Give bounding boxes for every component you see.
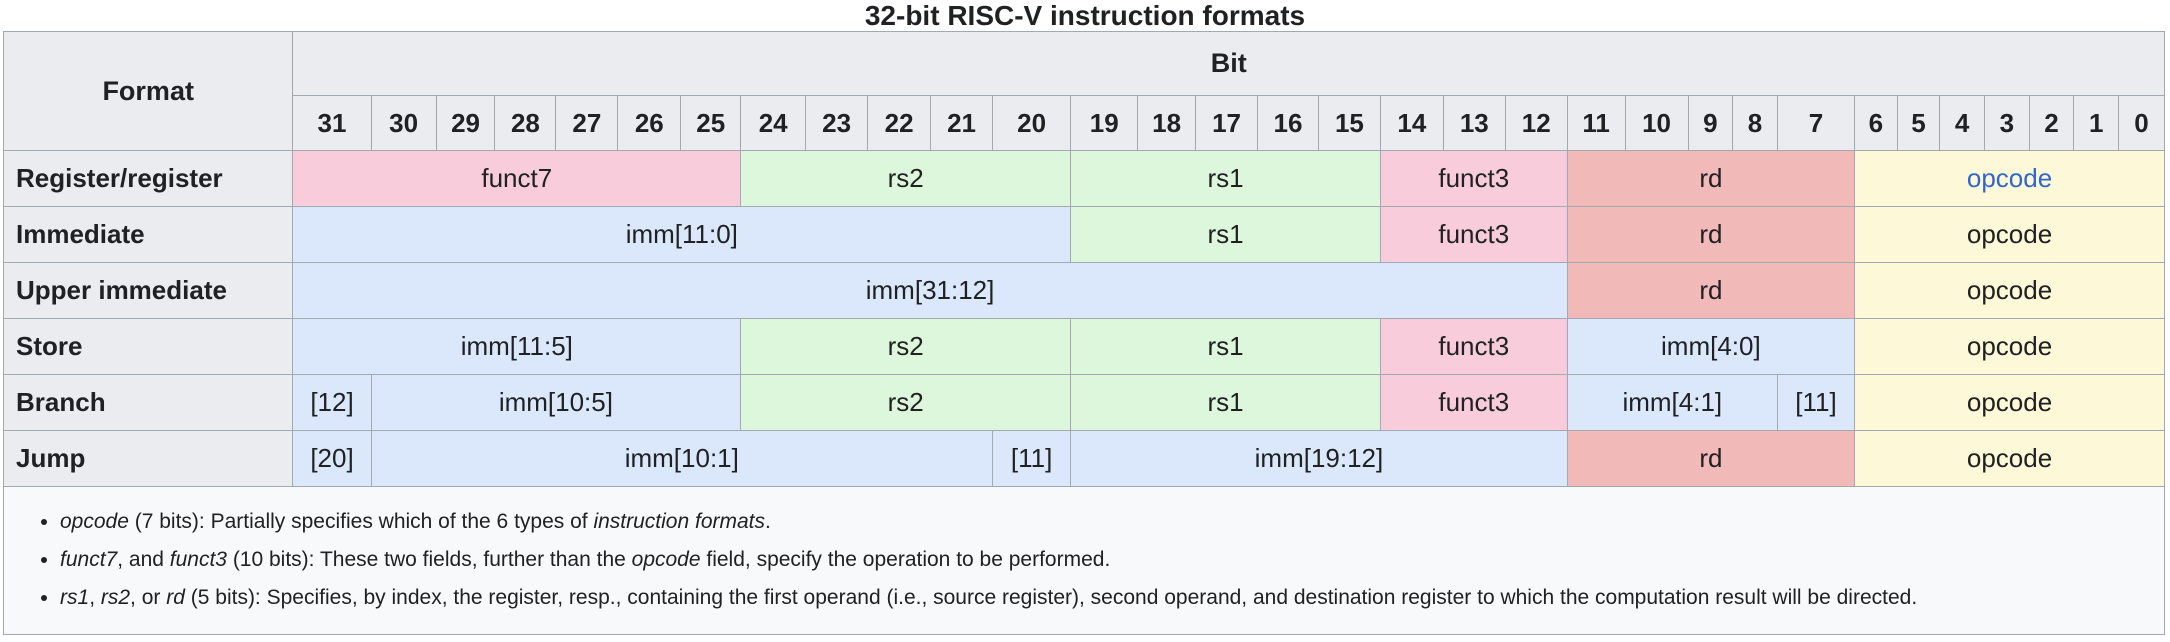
field-cell-imm40: imm[4:0] — [1566, 318, 1856, 375]
field-cell-imm3112: imm[31:12] — [292, 262, 1568, 319]
field-cell-rd: rd — [1566, 206, 1856, 263]
bit-number-1: 1 — [2073, 95, 2120, 151]
format-row-label: Register/register — [2, 150, 294, 207]
bit-number-14: 14 — [1379, 95, 1444, 151]
field-cell-imm1912: imm[19:12] — [1070, 430, 1568, 487]
format-rows: Register/register funct7 rs2 rs1 funct3 rd opc… — [2, 150, 2165, 635]
notes-cell: opcode (7 bits): Partially specifies whi… — [3, 486, 2165, 635]
field-cell-rs1: rs1 — [1070, 374, 1381, 431]
format-row-label: Store — [2, 318, 294, 375]
notes-row: opcode (7 bits): Partially specifies whi… — [3, 486, 2165, 635]
format-column-header: Format — [2, 31, 294, 151]
bit-number-21: 21 — [930, 95, 993, 151]
bit-number-27: 27 — [555, 95, 619, 151]
note-item-1: funct7, and funct3 (10 bits): These two … — [60, 546, 2150, 573]
field-cell-opcode: opcode — [1854, 150, 2165, 207]
format-row-store: Store imm[11:5] rs2 rs1 funct3 imm[4:0] opcode — [2, 318, 2165, 375]
field-cell-opcode: opcode — [1854, 206, 2165, 263]
bit-number-26: 26 — [617, 95, 682, 151]
bit-numbers-row: 31 30 29 28 27 26 25 24 23 22 21 20 19 18 17 16 15 14 13 12… — [4, 95, 2165, 151]
field-cell-rs2: rs2 — [740, 318, 1072, 375]
bit-number-5: 5 — [1896, 95, 1941, 151]
field-cell-opcode: opcode — [1854, 374, 2165, 431]
bit-number-13: 13 — [1442, 95, 1506, 151]
field-cell-funct3: funct3 — [1379, 318, 1568, 375]
bit-number-3: 3 — [1984, 95, 2030, 151]
bit-number-6: 6 — [1854, 95, 1898, 151]
bit-number-23: 23 — [805, 95, 869, 151]
field-cell-funct7: funct7 — [292, 150, 742, 207]
field-cell-rd: rd — [1566, 262, 1856, 319]
bit-number-30: 30 — [370, 95, 437, 151]
bit-number-4: 4 — [1939, 95, 1985, 151]
bit-number-24: 24 — [740, 95, 807, 151]
field-cell-rs1: rs1 — [1070, 318, 1381, 375]
bit-number-29: 29 — [435, 95, 496, 151]
format-row-label: Upper immediate — [2, 262, 294, 319]
notes-list: opcode (7 bits): Partially specifies whi… — [60, 508, 2150, 611]
field-cell-rd: rd — [1566, 150, 1856, 207]
note-item-0: opcode (7 bits): Partially specifies whi… — [60, 508, 2150, 535]
bit-number-19: 19 — [1070, 95, 1139, 151]
bit-number-28: 28 — [494, 95, 557, 151]
field-cell-imm101: imm[10:1] — [370, 430, 994, 487]
field-cell-rs1: rs1 — [1070, 206, 1381, 263]
bit-number-20: 20 — [991, 95, 1072, 151]
riscv-instruction-format-table: Format Bit 31 30 29 28 27 26 25 24 23 22 21 20 19 18 1… — [2, 31, 2165, 635]
format-row-label: Immediate — [2, 206, 294, 263]
bit-number-8: 8 — [1732, 95, 1778, 151]
field-cell-rd: rd — [1566, 430, 1856, 487]
field-cell-opcode: opcode — [1854, 262, 2165, 319]
field-cell-opcode: opcode — [1854, 430, 2165, 487]
field-cell-funct3: funct3 — [1379, 206, 1568, 263]
bit-number-9: 9 — [1687, 95, 1734, 151]
bit-number-11: 11 — [1566, 95, 1626, 151]
format-row-label: Branch — [2, 374, 294, 431]
bit-number-18: 18 — [1137, 95, 1197, 151]
field-cell-20: [20] — [292, 430, 372, 487]
bit-number-25: 25 — [680, 95, 742, 151]
bit-number-2: 2 — [2028, 95, 2075, 151]
bit-number-12: 12 — [1504, 95, 1568, 151]
field-cell-imm110: imm[11:0] — [292, 206, 1072, 263]
field-cell-funct3: funct3 — [1379, 374, 1568, 431]
field-cell-12: [12] — [292, 374, 372, 431]
field-cell-rs1: rs1 — [1070, 150, 1381, 207]
bit-number-17: 17 — [1195, 95, 1259, 151]
format-row-label: Jump — [2, 430, 294, 487]
bit-number-10: 10 — [1624, 95, 1689, 151]
field-cell-11: [11] — [1776, 374, 1856, 431]
bit-header-row: Format Bit — [2, 31, 2165, 151]
format-row-upper-immediate: Upper immediate imm[31:12] rd opcode — [2, 262, 2165, 319]
field-cell-11: [11] — [991, 430, 1072, 487]
note-item-2: rs1, rs2, or rd (5 bits): Specifies, by … — [60, 584, 2150, 611]
field-cell-imm105: imm[10:5] — [370, 374, 742, 431]
field-cell-rs2: rs2 — [740, 374, 1072, 431]
field-cell-imm41: imm[4:1] — [1566, 374, 1778, 431]
bit-number-15: 15 — [1317, 95, 1381, 151]
format-row-immediate: Immediate imm[11:0] rs1 funct3 rd opcode — [2, 206, 2165, 263]
field-cell-imm115: imm[11:5] — [292, 318, 742, 375]
field-cell-rs2: rs2 — [740, 150, 1072, 207]
bit-number-16: 16 — [1257, 95, 1319, 151]
page-title: 32-bit RISC-V instruction formats — [864, 0, 1306, 31]
bit-number-22: 22 — [867, 95, 932, 151]
bit-number-31: 31 — [292, 95, 372, 151]
field-cell-funct3: funct3 — [1379, 150, 1568, 207]
format-row-branch: Branch [12] imm[10:5] rs2 rs1 funct3 imm[4:1][… — [2, 374, 2165, 431]
bit-header: Bit — [292, 31, 2165, 96]
format-row-register-register: Register/register funct7 rs2 rs1 funct3 rd opc… — [2, 150, 2165, 207]
format-row-jump: Jump [20] imm[10:1] [11] imm[19:12] rd opcode — [2, 430, 2165, 487]
opcode-link[interactable]: opcode — [1966, 163, 2053, 193]
field-cell-opcode: opcode — [1854, 318, 2165, 375]
bit-number-7: 7 — [1776, 95, 1856, 151]
bit-number-0: 0 — [2118, 95, 2165, 151]
